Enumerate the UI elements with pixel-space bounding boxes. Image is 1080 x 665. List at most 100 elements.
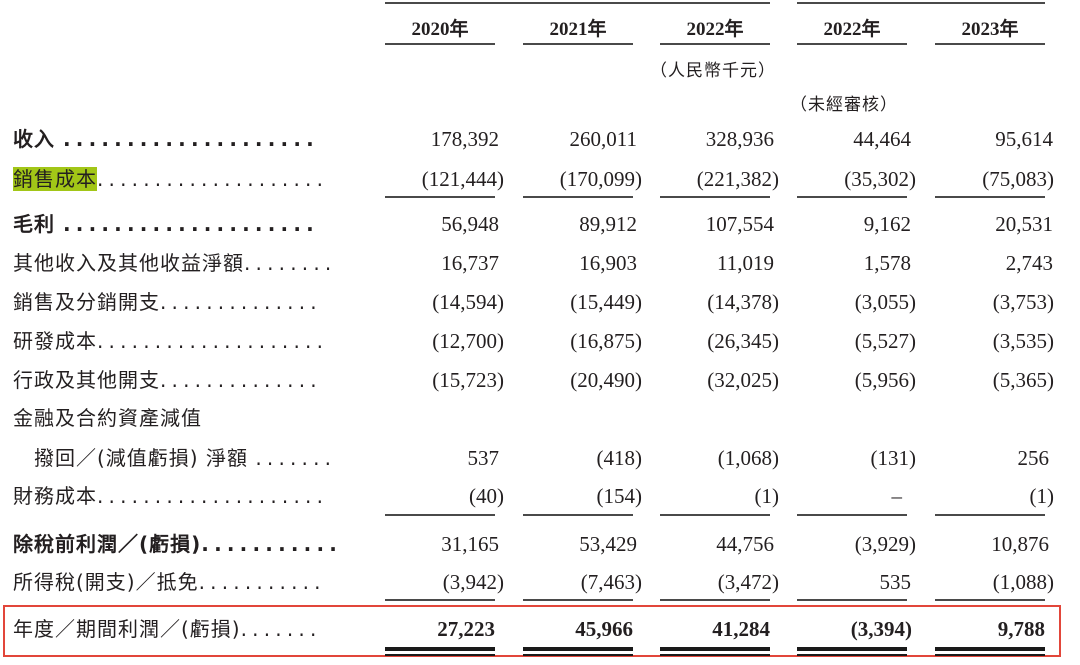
row-label: 金融及合約資產減值 [13,406,202,430]
cell-2020: (40) [469,484,504,508]
cell-2022-interim: (3,929) [854,532,916,556]
cell-2022: 328,936 [705,127,774,151]
subtotal-rule [797,599,907,601]
row-income-tax: 所得稅(開支)／抵免........... (3,942) (7,463) (3… [0,565,1080,599]
cell-2022-interim: (35,302) [844,167,916,191]
leader-dots: .............. [160,368,322,392]
total-double-rule [935,654,1045,656]
cell-2021: (170,099) [559,167,642,191]
row-label: 除稅前利潤／(虧損) [13,532,202,556]
leader-dots: ....... [255,446,337,470]
column-header-2022-interim: 2022年 [823,19,881,40]
cell-2022: 44,756 [716,532,774,556]
subtotal-rule [660,514,770,516]
row-finance-costs: 財務成本.................... (40) (154) (1) … [0,479,1080,513]
row-label: 行政及其他開支 [13,368,160,392]
subtotal-rule [797,514,907,516]
cell-2022-interim: 44,464 [853,127,911,151]
cell-2021: 45,966 [575,617,633,641]
cell-2020: (15,723) [432,368,504,392]
total-double-rule [523,647,633,651]
cell-2021: (15,449) [570,290,642,314]
cell-2021: (154) [596,484,643,508]
total-double-rule [523,654,633,656]
row-label: 收入 [13,127,55,151]
header-top-rule-audited [385,2,770,4]
cell-2022-interim: (3,394) [850,617,912,641]
total-double-rule [797,647,907,651]
header-underline [797,43,907,45]
cell-2022: (14,378) [707,290,779,314]
unaudited-note: （未經審核） [790,95,898,115]
cell-2023-interim: 9,788 [997,617,1045,641]
cell-2022-interim: (5,527) [854,329,916,353]
subtotal-rule [935,514,1045,516]
cell-2021: 260,011 [569,127,637,151]
cell-2022: (221,382) [696,167,779,191]
cell-2023-interim: 95,614 [995,127,1053,151]
subtotal-rule [797,196,907,198]
leader-dots: .................... [62,212,319,236]
subtotal-rule [385,599,495,601]
cell-2020: (121,444) [421,167,504,191]
row-profit-before-tax: 除稅前利潤／(虧損)........... 31,165 53,429 44,7… [0,527,1080,561]
cell-2023-interim: (75,083) [982,167,1054,191]
row-impairment-heading: 金融及合約資產減值 [0,401,1080,435]
leader-dots: ........... [198,570,326,594]
cell-2022-interim: 535 [879,570,912,594]
header-underline [660,43,770,45]
row-label: 年度／期間利潤／(虧損) [13,617,241,641]
row-selling-expenses: 銷售及分銷開支.............. (14,594) (15,449) … [0,285,1080,319]
total-double-rule [385,654,495,656]
column-header-2021: 2021年 [549,19,607,40]
cell-2021: 89,912 [579,212,637,236]
subtotal-rule [935,599,1045,601]
leader-dots: .................... [97,484,329,508]
cell-2023-interim: (5,365) [992,368,1054,392]
cell-2023-interim: 10,876 [991,532,1049,556]
cell-2022-interim: (5,956) [854,368,916,392]
cell-2022: 107,554 [705,212,774,236]
row-label: 財務成本 [13,484,97,508]
row-label: 毛利 [13,212,55,236]
leader-dots: .............. [160,290,322,314]
cell-2021: (7,463) [580,570,642,594]
cell-2021: 16,903 [579,251,637,275]
cell-2023-interim: 256 [1017,446,1050,470]
cell-2021: (16,875) [570,329,642,353]
leader-dots: .................... [62,127,319,151]
cell-2022: (1,068) [717,446,779,470]
header-underline [523,43,633,45]
cell-2022: (32,025) [707,368,779,392]
row-label-highlighted: 銷售成本 [13,167,97,191]
currency-note: （人民幣千元） [650,61,776,81]
row-admin-expenses: 行政及其他開支.............. (15,723) (20,490) … [0,363,1080,397]
total-double-rule [797,654,907,656]
cell-2020: (12,700) [432,329,504,353]
cell-2023-interim: (3,535) [992,329,1054,353]
cell-2020: 31,165 [441,532,499,556]
row-other-income: 其他收入及其他收益淨額........ 16,737 16,903 11,019… [0,246,1080,280]
cell-2022-interim: (3,055) [854,290,916,314]
row-revenue: 收入 .................... 178,392 260,011 … [0,122,1080,156]
subtotal-rule [660,599,770,601]
cell-2020: 178,392 [430,127,499,151]
cell-2023-interim: (1) [1029,484,1055,508]
row-label: 撥回／(減值虧損) 淨額 [13,446,248,470]
header-underline [935,43,1045,45]
subtotal-rule [523,196,633,198]
cell-2020: (14,594) [432,290,504,314]
cell-2020: (3,942) [442,570,504,594]
subtotal-rule [385,196,495,198]
leader-dots: ........... [201,532,343,556]
cell-2020: 537 [467,446,500,470]
row-gross-profit: 毛利 .................... 56,948 89,912 10… [0,207,1080,241]
highlight-box-net-profit [3,605,1061,657]
leader-dots: ....... [240,617,322,641]
header-underline [385,43,495,45]
total-double-rule [935,647,1045,651]
cell-2022-interim: (131) [870,446,917,470]
row-label: 銷售及分銷開支 [13,290,160,314]
subtotal-rule [523,514,633,516]
row-net-profit: 年度／期間利潤／(虧損)....... 27,223 45,966 41,284… [0,612,1080,646]
